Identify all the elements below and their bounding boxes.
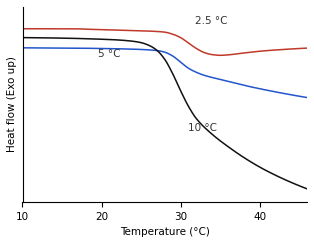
Text: 10 °C: 10 °C (188, 123, 218, 133)
Text: 2.5 °C: 2.5 °C (195, 16, 227, 26)
X-axis label: Temperature (°C): Temperature (°C) (120, 227, 210, 237)
Y-axis label: Heat flow (Exo up): Heat flow (Exo up) (7, 56, 17, 152)
Text: 5 °C: 5 °C (98, 49, 120, 59)
